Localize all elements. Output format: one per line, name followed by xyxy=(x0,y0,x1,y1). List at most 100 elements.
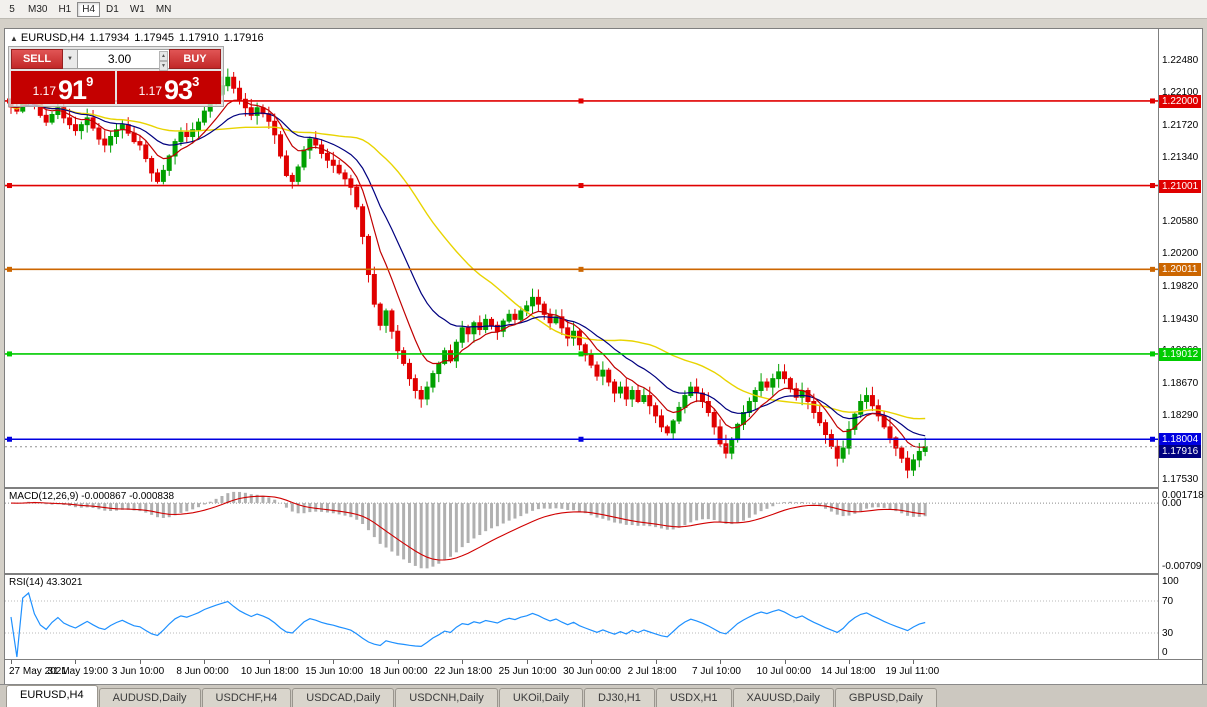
time-label: 8 Jun 00:00 xyxy=(176,666,229,677)
ohlc-close: 1.17916 xyxy=(223,32,264,44)
timeframe-button-d1[interactable]: D1 xyxy=(106,3,119,15)
time-tick xyxy=(204,660,206,664)
collapse-icon[interactable]: ▲ xyxy=(10,34,18,43)
price-tick-label: 1.21720 xyxy=(1162,119,1199,131)
price-tick-label: 1.19430 xyxy=(1162,313,1199,325)
timeframe-button-h4[interactable]: H4 xyxy=(77,1,101,17)
time-label: 2 Jul 18:00 xyxy=(627,666,677,677)
price-tick-label: 1.22100 xyxy=(1162,87,1199,99)
buy-price-display[interactable]: 1.17 93 3 xyxy=(117,71,221,104)
timeframe-button-h1[interactable]: H1 xyxy=(58,3,72,15)
pane-splitter[interactable] xyxy=(5,573,1202,575)
time-tick xyxy=(268,660,270,664)
price-tick-label: 1.21340 xyxy=(1162,151,1199,163)
chart-tab-xauusd-daily[interactable]: XAUUSD,Daily xyxy=(732,688,834,707)
macd-label: MACD(12,26,9) -0.000867 -0.000838 xyxy=(9,491,175,502)
chart-tabs: EURUSD,H4 AUDUSD,Daily USDCHF,H4 USDCAD,Dai… xyxy=(0,684,1207,707)
chart-tab-usdcnh-daily[interactable]: USDCNH,Daily xyxy=(395,688,498,707)
price-badge-1.21001: 1.21001 xyxy=(1159,179,1201,193)
rsi-label: RSI(14) 43.3021 xyxy=(9,577,83,588)
time-tick xyxy=(591,660,593,664)
timeframe-button-5[interactable]: 5 xyxy=(9,3,15,15)
lot-spin-down-icon[interactable]: ▼ xyxy=(159,61,168,71)
time-label: 14 Jul 18:00 xyxy=(820,666,876,677)
sell-button[interactable]: SELL xyxy=(11,49,63,69)
sell-price-display[interactable]: 1.17 91 9 xyxy=(11,71,115,104)
price-tick-label: 1.17530 xyxy=(1162,474,1199,486)
time-tick xyxy=(913,660,915,664)
chart-tab-dj30-h1[interactable]: DJ30,H1 xyxy=(584,688,655,707)
time-tick xyxy=(784,660,786,664)
rsi-pane[interactable]: RSI(14) 43.3021 xyxy=(5,575,1158,659)
rsi-tick-label: 0 xyxy=(1162,647,1168,658)
rsi-tick-label: 100 xyxy=(1162,576,1179,587)
current-price-badge: 1.17916 xyxy=(1159,444,1201,458)
buy-price-pipette: 3 xyxy=(192,74,200,89)
chart-tab-gbpusd-daily[interactable]: GBPUSD,Daily xyxy=(834,688,937,707)
one-click-trading-panel: SELL ▼ ▲ ▼ BUY 1.17 91 9 1.17 93 3 xyxy=(8,46,224,107)
ohlc-open: 1.17934 xyxy=(89,32,130,44)
rsi-tick-label: 70 xyxy=(1162,596,1174,607)
time-label: 18 Jun 00:00 xyxy=(369,666,428,677)
macd-chart xyxy=(5,491,1158,569)
timeframe-button-mn[interactable]: MN xyxy=(155,3,172,15)
candlestick-chart[interactable] xyxy=(5,29,1158,487)
chart-ohlc-header: ▲ EURUSD,H4 1.17934 1.17945 1.17910 1.17916 xyxy=(10,32,269,44)
chart-window: MACD(12,26,9) -0.000867 -0.000838 RSI(14… xyxy=(4,28,1204,685)
sell-price-pipette: 9 xyxy=(86,74,94,89)
price-axis[interactable]: 1.224801.221001.217201.213401.209601.205… xyxy=(1158,29,1204,659)
time-label: 15 Jun 10:00 xyxy=(305,666,364,677)
price-badge-1.22000: 1.22000 xyxy=(1159,94,1201,108)
price-tick-label: 1.20580 xyxy=(1162,216,1199,228)
rsi-chart xyxy=(5,591,1158,658)
sell-price-big: 91 xyxy=(58,75,87,106)
price-tick-label: 1.20200 xyxy=(1162,248,1199,260)
timeframe-button-m30[interactable]: M30 xyxy=(28,3,48,15)
price-badge-1.20011: 1.20011 xyxy=(1159,263,1201,277)
chart-tab-usdx-h1[interactable]: USDX,H1 xyxy=(655,688,732,707)
chart-tab-ukoil-daily[interactable]: UKOil,Daily xyxy=(498,688,584,707)
price-pane[interactable] xyxy=(5,29,1158,487)
time-tick xyxy=(333,660,335,664)
time-tick xyxy=(462,660,464,664)
lot-spin-up-icon[interactable]: ▲ xyxy=(159,51,168,61)
buy-price-prefix: 1.17 xyxy=(138,84,163,98)
time-label: 31 May 19:00 xyxy=(47,666,109,677)
order-type-dropdown-icon[interactable]: ▼ xyxy=(63,49,78,69)
time-tick xyxy=(848,660,850,664)
time-label: 10 Jun 18:00 xyxy=(240,666,299,677)
chart-tab-eurusd-h4[interactable]: EURUSD,H4 xyxy=(6,685,98,707)
buy-button[interactable]: BUY xyxy=(169,49,221,69)
macd-pane[interactable]: MACD(12,26,9) -0.000867 -0.000838 xyxy=(5,489,1158,573)
pane-splitter[interactable] xyxy=(5,487,1202,489)
timeframe-button-w1[interactable]: W1 xyxy=(129,3,145,15)
time-axis[interactable]: 27 May 2021 31 May 19:00 3 Jun 10:00 8 Jun … xyxy=(5,659,1202,685)
time-label: 25 Jun 10:00 xyxy=(498,666,557,677)
time-label: 22 Jun 18:00 xyxy=(434,666,493,677)
buy-price-big: 93 xyxy=(164,75,193,106)
sell-price-prefix: 1.17 xyxy=(32,84,57,98)
ohlc-high: 1.17945 xyxy=(134,32,175,44)
time-label: 10 Jul 00:00 xyxy=(756,666,812,677)
rsi-tick-label: 30 xyxy=(1162,628,1174,639)
timeframe-toolbar: 5 M30 H1 H4 D1 W1 MN xyxy=(0,0,1207,19)
chart-tab-usdcad-daily[interactable]: USDCAD,Daily xyxy=(292,688,395,707)
time-tick xyxy=(655,660,657,664)
symbol-label: EURUSD,H4 xyxy=(20,32,85,44)
macd-tick-label: 0.001718 xyxy=(1162,490,1204,501)
macd-tick-label: -0.00709 xyxy=(1162,561,1202,572)
lot-size-input[interactable] xyxy=(78,50,169,68)
time-tick xyxy=(526,660,528,664)
time-tick xyxy=(139,660,141,664)
time-tick xyxy=(397,660,399,664)
macd-tick-label: 0.00 xyxy=(1162,498,1182,510)
price-tick-label: 1.18290 xyxy=(1162,410,1199,422)
time-label: 27 May 2021 xyxy=(9,666,67,677)
ohlc-low: 1.17910 xyxy=(179,32,219,44)
chart-tab-usdchf-h4[interactable]: USDCHF,H4 xyxy=(201,688,292,707)
time-label: 7 Jul 10:00 xyxy=(692,666,741,677)
chart-tab-audusd-daily[interactable]: AUDUSD,Daily xyxy=(98,688,201,707)
time-label: 3 Jun 10:00 xyxy=(111,666,165,677)
price-tick-label: 1.22480 xyxy=(1162,55,1199,67)
time-label: 30 Jun 00:00 xyxy=(563,666,621,677)
